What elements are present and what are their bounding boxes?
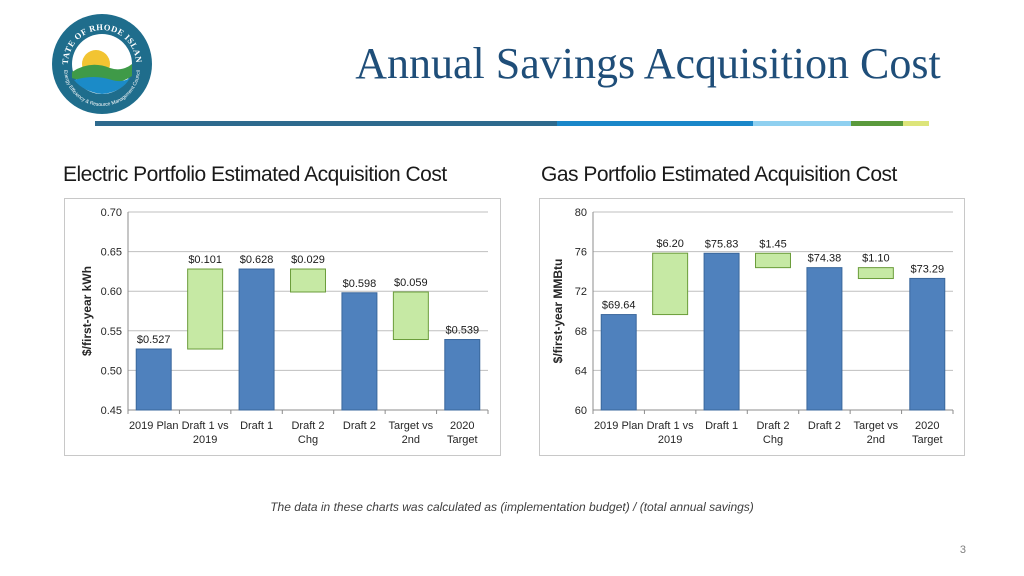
state-logo: STATE OF RHODE ISLAND Energy Efficiency … (47, 4, 154, 116)
x-tick-label: Draft 2 (291, 420, 324, 432)
x-tick-label: Chg (763, 434, 783, 446)
x-tick-label: 2019 (658, 434, 682, 446)
x-tick-label: Draft 1 vs (647, 420, 695, 432)
page-title: Annual Savings Acquisition Cost (355, 39, 941, 88)
rule-segment (753, 121, 851, 126)
rule-segment (95, 121, 557, 126)
data-label: $73.29 (910, 263, 944, 275)
gas-chart-title: Gas Portfolio Estimated Acquisition Cost (541, 163, 897, 186)
y-tick-label: 68 (575, 326, 587, 338)
x-tick-label: 2nd (402, 434, 420, 446)
rule-segment (851, 121, 903, 126)
data-label: $74.38 (808, 253, 842, 265)
x-tick-label: 2020 (915, 420, 939, 432)
x-tick-label: 2019 Plan (594, 420, 644, 432)
y-tick-label: 0.45 (101, 405, 122, 417)
x-tick-label: Chg (298, 434, 318, 446)
data-label: $0.539 (445, 325, 479, 337)
y-tick-label: 76 (575, 247, 587, 259)
x-tick-label: Target (447, 434, 478, 446)
x-tick-label: Draft 1 (240, 420, 273, 432)
y-axis-label: $/first-year MMBtu (551, 259, 565, 364)
x-tick-label: Target (912, 434, 943, 446)
y-tick-label: 0.55 (101, 326, 122, 338)
x-tick-label: Draft 2 (343, 420, 376, 432)
data-label: $75.83 (705, 238, 739, 250)
total-bar (444, 339, 481, 411)
x-tick-label: 2019 Plan (129, 420, 179, 432)
y-tick-label: 60 (575, 405, 587, 417)
change-bar (755, 252, 791, 269)
rule-segment (903, 121, 929, 126)
x-tick-label: Draft 2 (808, 420, 841, 432)
total-bar (703, 252, 740, 411)
y-tick-label: 0.70 (101, 207, 122, 219)
x-tick-label: Draft 2 (756, 420, 789, 432)
data-label: $69.64 (602, 300, 636, 312)
electric-chart-title: Electric Portfolio Estimated Acquisition… (63, 163, 447, 186)
change-bar (652, 252, 689, 316)
y-tick-label: 72 (575, 286, 587, 298)
y-tick-label: 80 (575, 207, 587, 219)
y-axis-label: $/first-year kWh (80, 266, 94, 356)
data-label: $0.101 (188, 254, 222, 266)
total-bar (806, 267, 843, 411)
y-tick-label: 0.60 (101, 286, 122, 298)
total-bar (341, 292, 378, 411)
page-number: 3 (959, 544, 966, 556)
logo-seal: STATE OF RHODE ISLAND Energy Efficiency … (47, 4, 152, 114)
x-tick-label: 2019 (193, 434, 217, 446)
total-bar (909, 277, 946, 411)
x-tick-label: Draft 1 vs (182, 420, 230, 432)
data-label: $0.598 (343, 278, 377, 290)
gas-chart-svg: 60 64 68 72 76 80 $/first-year MMBtu $69.64 $6.2… (551, 207, 954, 446)
change-bar (857, 267, 894, 280)
y-tick-label: 64 (575, 365, 587, 377)
data-label: $1.45 (759, 238, 787, 250)
x-tick-label: 2nd (867, 434, 885, 446)
x-tick-label: Draft 1 (705, 420, 738, 432)
electric-chart-svg: 0.45 0.50 0.55 0.60 0.65 0.70 $/first-year kWh… (80, 207, 489, 446)
rule-segment (557, 121, 753, 126)
y-tick-label: 0.50 (101, 365, 122, 377)
footnote: The data in these charts was calculated … (270, 500, 754, 514)
water-icon (74, 77, 130, 94)
electric-chart: 0.45 0.50 0.55 0.60 0.65 0.70 $/first-year kWh… (64, 198, 501, 456)
x-tick-label: Target vs (854, 420, 899, 432)
data-label: $0.527 (137, 334, 171, 346)
change-bar (187, 268, 224, 350)
data-label: $6.20 (656, 238, 684, 250)
total-bar (600, 314, 637, 411)
change-bar (392, 291, 429, 341)
x-tick-label: Target vs (389, 420, 434, 432)
data-label: $0.029 (291, 254, 325, 266)
x-tick-label: 2020 (450, 420, 474, 432)
data-label: $0.059 (394, 277, 428, 289)
gas-chart: 60 64 68 72 76 80 $/first-year MMBtu $69.64 $6.2… (539, 198, 965, 456)
change-bar (290, 268, 326, 293)
data-label: $1.10 (862, 253, 890, 265)
y-tick-label: 0.65 (101, 247, 122, 259)
total-bar (135, 348, 172, 411)
total-bar (238, 268, 275, 411)
data-label: $0.628 (240, 254, 274, 266)
